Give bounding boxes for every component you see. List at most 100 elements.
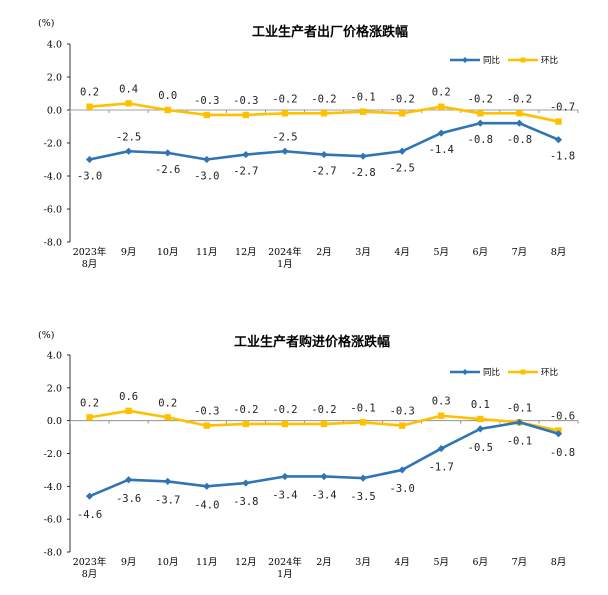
data-label-mom: -0.2 xyxy=(390,93,415,105)
data-label-yoy: -3.4 xyxy=(311,489,336,501)
data-label-yoy: -2.8 xyxy=(350,167,375,179)
data-label-mom: -0.1 xyxy=(350,402,375,414)
data-point-yoy xyxy=(242,150,250,159)
data-label-mom: 0.0 xyxy=(158,90,177,102)
data-label-yoy: -3.4 xyxy=(272,489,297,501)
data-label-mom: 0.2 xyxy=(80,87,99,99)
data-label-yoy: -1.4 xyxy=(429,144,454,156)
x-tick-label: 3月 xyxy=(355,557,371,568)
legend-marker-mom xyxy=(520,369,526,375)
data-point-yoy xyxy=(437,444,445,453)
legend-marker-yoy xyxy=(462,369,468,375)
data-label-mom: -0.2 xyxy=(311,404,336,416)
data-label-yoy: -3.8 xyxy=(233,496,258,508)
x-tick-label: 10月 xyxy=(157,247,179,258)
data-label-mom: -0.3 xyxy=(194,95,219,107)
data-point-mom xyxy=(281,420,289,428)
data-label-yoy: -1.7 xyxy=(429,462,454,474)
data-point-yoy xyxy=(359,152,367,160)
data-point-yoy xyxy=(164,477,172,486)
x-tick-label: 2024年 xyxy=(268,556,302,568)
data-point-yoy xyxy=(554,136,563,144)
y-tick-label: -8.0 xyxy=(44,548,62,559)
data-label-yoy: -4.0 xyxy=(194,499,219,511)
x-tick-label: 7月 xyxy=(512,557,528,568)
y-tick-label: 2.0 xyxy=(47,73,62,84)
data-label-yoy: -0.8 xyxy=(550,447,575,459)
data-label-mom: -0.2 xyxy=(233,404,258,416)
y-unit-label: (%) xyxy=(38,330,54,341)
data-point-mom xyxy=(86,103,93,110)
data-label-yoy: -2.7 xyxy=(311,166,336,178)
x-tick-label: 1月 xyxy=(277,569,293,580)
x-tick-label: 11月 xyxy=(196,557,218,568)
data-point-mom xyxy=(438,103,445,110)
data-point-yoy xyxy=(398,466,406,474)
y-tick-label: 4.0 xyxy=(47,351,62,362)
data-point-mom xyxy=(125,407,132,415)
data-point-yoy xyxy=(125,476,133,484)
data-label-mom: -0.3 xyxy=(390,406,415,418)
x-tick-label: 8月 xyxy=(551,247,567,258)
x-tick-label: 12月 xyxy=(235,557,257,568)
x-tick-label: 9月 xyxy=(121,247,137,258)
data-point-mom xyxy=(398,110,406,117)
data-point-mom xyxy=(281,110,289,117)
y-tick-label: -4.0 xyxy=(44,172,62,183)
data-point-yoy xyxy=(437,129,445,137)
data-label-mom: 0.3 xyxy=(432,396,451,408)
data-label-yoy: -3.0 xyxy=(390,483,415,495)
data-point-mom xyxy=(516,110,523,117)
data-point-mom xyxy=(477,110,484,117)
data-point-mom xyxy=(164,106,171,114)
series-line-yoy xyxy=(89,421,559,498)
data-point-mom xyxy=(242,111,250,119)
data-label-mom: -0.2 xyxy=(272,93,297,105)
data-point-yoy xyxy=(476,119,484,127)
data-point-yoy xyxy=(320,472,328,481)
data-label-mom: 0.6 xyxy=(119,391,138,403)
data-point-mom xyxy=(203,422,210,429)
data-label-yoy: -2.7 xyxy=(233,166,258,178)
data-label-mom: -0.2 xyxy=(468,93,493,105)
data-label-yoy: -3.6 xyxy=(116,493,141,505)
y-tick-label: -4.0 xyxy=(44,482,62,493)
legend: 同比 环比 xyxy=(450,55,558,66)
legend-marker-mom xyxy=(520,57,526,63)
data-label-yoy: -0.8 xyxy=(507,134,532,146)
chart-title: 工业生产者出厂价格涨跌幅 xyxy=(252,24,408,40)
x-tick-label: 10月 xyxy=(157,557,179,568)
data-point-mom xyxy=(320,420,328,428)
data-point-mom xyxy=(555,118,562,125)
data-label-yoy: -3.7 xyxy=(155,494,180,506)
data-label-mom: 0.1 xyxy=(471,399,490,411)
data-label-yoy: -0.1 xyxy=(507,435,532,447)
data-label-mom: 0.2 xyxy=(80,397,99,409)
y-unit-label: (%) xyxy=(38,18,54,29)
x-tick-label: 12月 xyxy=(235,247,257,258)
data-label-yoy: -3.0 xyxy=(77,171,102,183)
y-tick-label: 0.0 xyxy=(47,416,62,427)
data-point-mom xyxy=(438,412,445,419)
x-tick-label: 11月 xyxy=(196,247,218,258)
y-tick-label: -6.0 xyxy=(44,205,62,216)
data-point-yoy xyxy=(281,147,289,155)
data-point-yoy xyxy=(476,425,484,433)
x-tick-label: 8月 xyxy=(82,259,98,270)
data-point-mom xyxy=(86,414,93,421)
x-tick-label: 8月 xyxy=(551,557,567,568)
data-point-mom xyxy=(320,110,328,117)
x-tick-label: 5月 xyxy=(433,247,449,258)
data-point-yoy xyxy=(203,155,211,164)
x-tick-label: 1月 xyxy=(277,259,293,270)
data-label-yoy: -2.5 xyxy=(116,131,141,143)
data-label-yoy: -3.0 xyxy=(194,171,219,183)
data-point-mom xyxy=(203,111,210,119)
data-label-mom: -0.3 xyxy=(194,406,219,418)
data-label-yoy: -1.8 xyxy=(550,151,575,163)
x-tick-label: 2月 xyxy=(316,557,332,568)
data-label-mom: -0.7 xyxy=(550,102,575,114)
data-point-mom xyxy=(359,108,367,115)
data-point-yoy xyxy=(320,150,328,159)
x-tick-label: 8月 xyxy=(82,569,98,580)
